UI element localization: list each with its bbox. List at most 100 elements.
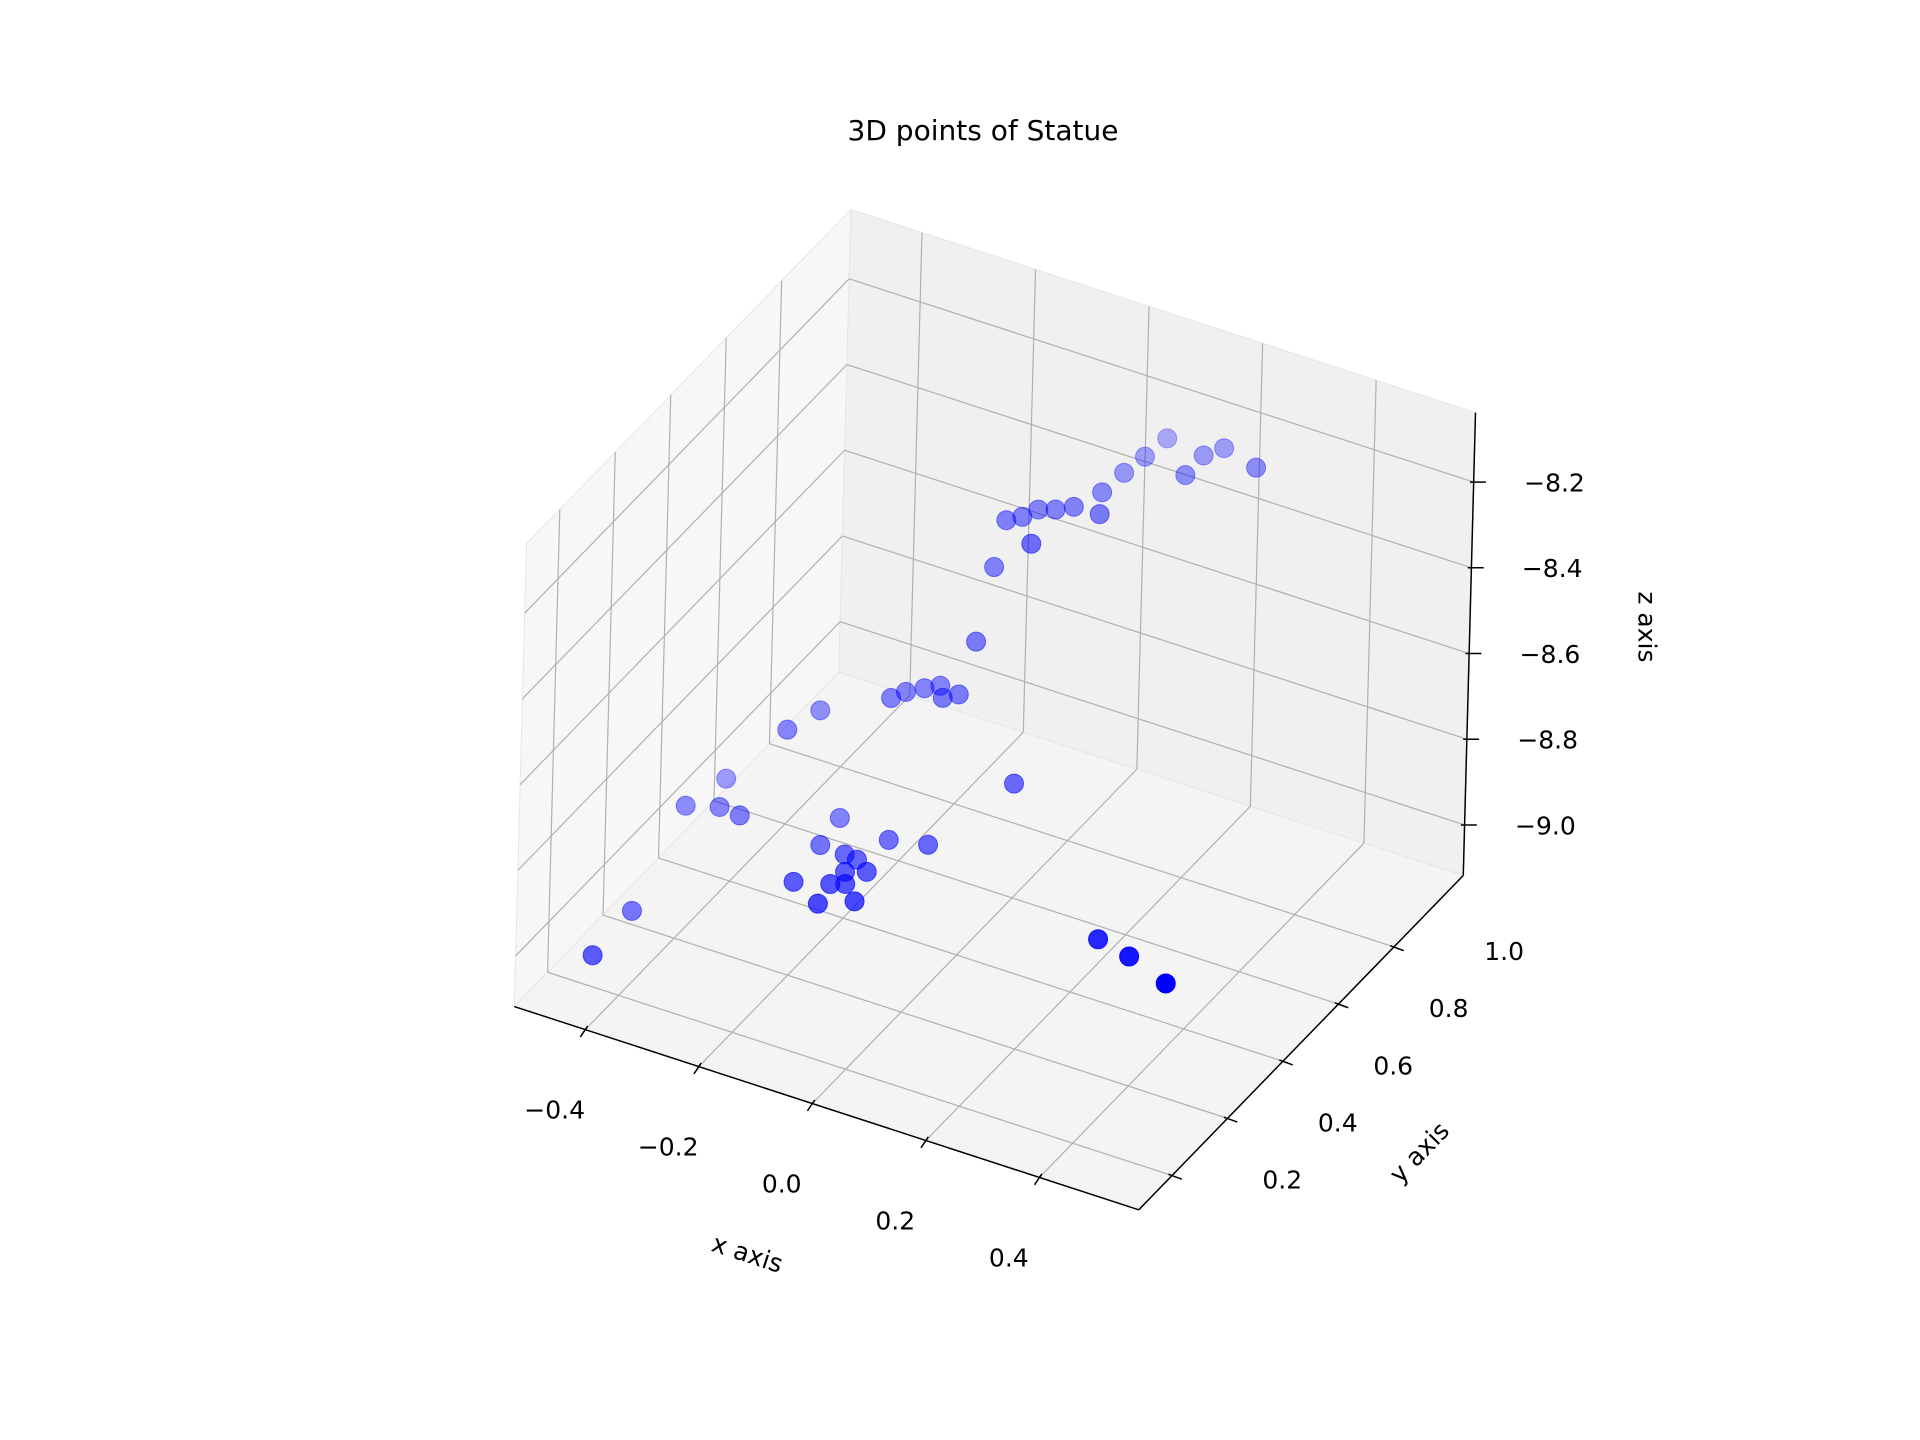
z-tick-label: −8.8 (1517, 726, 1578, 755)
x-axis-label: x axis (708, 1229, 786, 1279)
point (996, 510, 1017, 531)
x-tick (806, 1099, 816, 1112)
point (675, 795, 696, 816)
point (783, 871, 804, 892)
point (881, 687, 902, 708)
x-tick-label: −0.4 (524, 1096, 585, 1125)
point (582, 945, 603, 966)
point (844, 891, 865, 912)
point (729, 805, 750, 826)
y-tick (1223, 1116, 1238, 1123)
z-axis-label: z axis (1633, 591, 1662, 662)
y-tick-label: 0.2 (1262, 1166, 1302, 1195)
point (932, 687, 953, 708)
z-tick-label: −9.0 (1515, 811, 1576, 840)
point (1155, 973, 1176, 994)
point (966, 631, 987, 652)
x-tick (693, 1062, 702, 1075)
grid-line (1022, 269, 1037, 733)
grid-line (547, 971, 1173, 1177)
point (1214, 438, 1235, 459)
y-tick-label: 0.8 (1429, 994, 1469, 1023)
grid-line (769, 743, 1395, 948)
z-axis-line (1462, 412, 1477, 876)
grid-line (768, 280, 783, 744)
grid-line (658, 857, 1284, 1062)
point (1021, 533, 1042, 554)
point (1157, 428, 1178, 449)
grid-line (842, 535, 1468, 740)
chart-title: 3D points of Statue (848, 114, 1119, 147)
grid-line (1363, 380, 1377, 844)
grid-line (546, 509, 561, 973)
point (878, 829, 899, 850)
grid-line (1136, 306, 1150, 770)
y-tick-label: 1.0 (1484, 937, 1524, 966)
point (1119, 946, 1140, 967)
grid-line (1038, 842, 1365, 1178)
grid-line (713, 800, 1339, 1005)
point (1004, 773, 1025, 794)
y-tick (1390, 945, 1404, 952)
grid-line (602, 914, 1228, 1119)
point (835, 873, 856, 894)
z-tick-label: −8.6 (1520, 640, 1581, 669)
grid-line (848, 278, 1474, 483)
point (948, 684, 969, 705)
point (829, 807, 850, 828)
point (810, 700, 831, 721)
y-tick (1279, 1059, 1294, 1066)
point (1045, 499, 1066, 520)
grid-line (846, 363, 1472, 569)
y-tick-label: 0.4 (1318, 1108, 1358, 1137)
grid-line (519, 449, 846, 785)
grid-line (657, 395, 672, 858)
grid-line (521, 364, 848, 700)
point (1114, 462, 1135, 483)
point (918, 834, 939, 855)
point (1246, 457, 1267, 478)
grid-line (515, 621, 841, 957)
point (1028, 499, 1049, 520)
point (1088, 929, 1109, 950)
x-tick (579, 1025, 589, 1038)
grid-line (524, 278, 850, 614)
point (621, 900, 642, 921)
point (1089, 504, 1110, 525)
grid-line (584, 694, 911, 1031)
grid-line (811, 768, 1138, 1104)
point (1175, 465, 1196, 486)
point (1134, 446, 1155, 467)
x-tick-label: 0.4 (989, 1243, 1029, 1272)
point (1063, 496, 1084, 517)
point (856, 861, 877, 882)
point (1193, 445, 1214, 466)
point (709, 796, 730, 817)
point (807, 893, 828, 914)
grid-line (517, 535, 843, 871)
x-tick-label: −0.2 (638, 1133, 699, 1162)
x-axis-line (514, 1005, 1140, 1211)
grid-line (844, 449, 1470, 655)
x-tick-label: 0.0 (762, 1170, 802, 1199)
grid-line (909, 232, 923, 696)
y-tick-label: 0.6 (1373, 1051, 1413, 1080)
point (716, 768, 737, 789)
y-tick (1168, 1173, 1183, 1180)
point (895, 681, 916, 702)
point (930, 675, 951, 696)
x-tick (1033, 1173, 1043, 1186)
x-tick (920, 1136, 929, 1149)
grid-line (1249, 343, 1264, 807)
y-axis-label: y axis (1384, 1116, 1455, 1189)
point (777, 719, 798, 740)
grid-line (713, 337, 727, 801)
point (984, 557, 1005, 578)
y-tick (1334, 1002, 1349, 1009)
x-tick-label: 0.2 (875, 1207, 915, 1236)
z-tick-label: −8.4 (1522, 554, 1583, 583)
grid-line (602, 452, 616, 916)
point (1012, 506, 1033, 527)
point (1092, 482, 1113, 503)
